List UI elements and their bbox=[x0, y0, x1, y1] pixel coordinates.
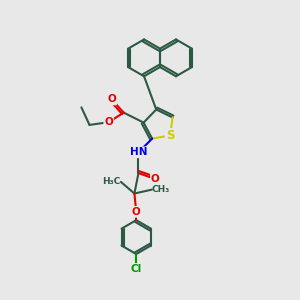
Text: O: O bbox=[107, 94, 116, 104]
Text: S: S bbox=[166, 129, 174, 142]
Text: H₃C: H₃C bbox=[103, 177, 121, 186]
Text: HN: HN bbox=[130, 147, 147, 157]
Text: O: O bbox=[151, 174, 160, 184]
Text: O: O bbox=[132, 207, 141, 217]
Text: O: O bbox=[104, 117, 113, 127]
Text: Cl: Cl bbox=[130, 264, 142, 274]
Text: CH₃: CH₃ bbox=[152, 185, 170, 194]
